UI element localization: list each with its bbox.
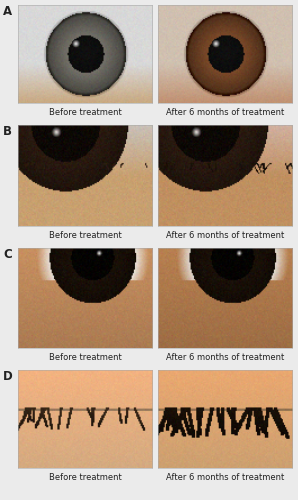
Text: After 6 months of treatment: After 6 months of treatment	[166, 231, 284, 240]
Text: Before treatment: Before treatment	[49, 231, 121, 240]
Text: D: D	[3, 370, 13, 383]
Text: C: C	[3, 248, 12, 260]
Text: After 6 months of treatment: After 6 months of treatment	[166, 354, 284, 362]
Text: Before treatment: Before treatment	[49, 108, 121, 118]
Text: A: A	[3, 5, 12, 18]
Text: Before treatment: Before treatment	[49, 474, 121, 482]
Text: After 6 months of treatment: After 6 months of treatment	[166, 108, 284, 118]
Text: After 6 months of treatment: After 6 months of treatment	[166, 474, 284, 482]
Text: B: B	[3, 125, 12, 138]
Text: Before treatment: Before treatment	[49, 354, 121, 362]
